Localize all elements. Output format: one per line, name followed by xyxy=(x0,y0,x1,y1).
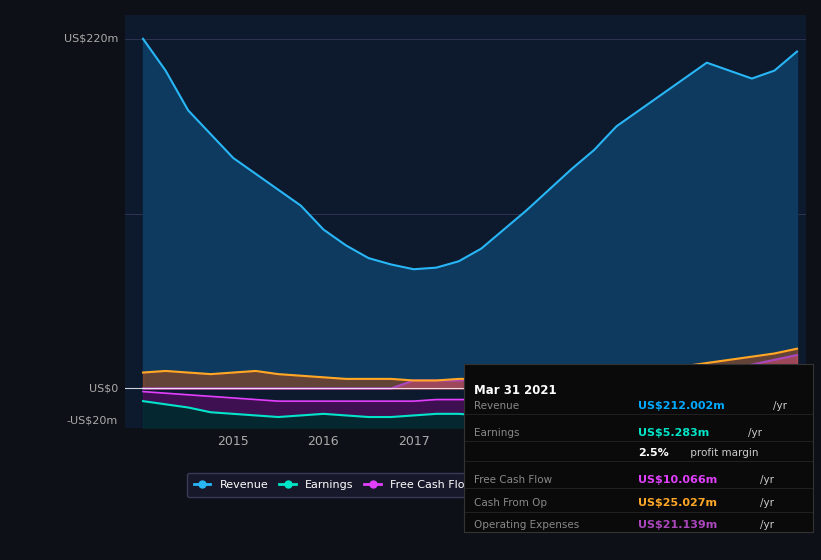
Text: profit margin: profit margin xyxy=(687,448,759,458)
Text: Revenue: Revenue xyxy=(475,401,520,411)
Text: US$25.027m: US$25.027m xyxy=(639,498,718,508)
Text: /yr: /yr xyxy=(748,428,762,438)
Text: US$0: US$0 xyxy=(89,384,118,394)
Text: US$212.002m: US$212.002m xyxy=(639,401,725,411)
Text: Mar 31 2021: Mar 31 2021 xyxy=(475,384,557,397)
Text: 2.5%: 2.5% xyxy=(639,448,669,458)
Text: US$220m: US$220m xyxy=(64,34,118,44)
Text: -US$20m: -US$20m xyxy=(67,415,118,425)
Text: /yr: /yr xyxy=(760,475,774,485)
Legend: Revenue, Earnings, Free Cash Flow, Cash From Op, Operating Expenses: Revenue, Earnings, Free Cash Flow, Cash … xyxy=(187,473,744,497)
Text: Operating Expenses: Operating Expenses xyxy=(475,520,580,530)
Text: /yr: /yr xyxy=(760,520,774,530)
Text: US$21.139m: US$21.139m xyxy=(639,520,718,530)
Text: US$5.283m: US$5.283m xyxy=(639,428,709,438)
Text: Cash From Op: Cash From Op xyxy=(475,498,548,508)
Text: /yr: /yr xyxy=(773,401,787,411)
Text: /yr: /yr xyxy=(760,498,774,508)
Text: Earnings: Earnings xyxy=(475,428,520,438)
Text: US$10.066m: US$10.066m xyxy=(639,475,718,485)
Text: Free Cash Flow: Free Cash Flow xyxy=(475,475,553,485)
